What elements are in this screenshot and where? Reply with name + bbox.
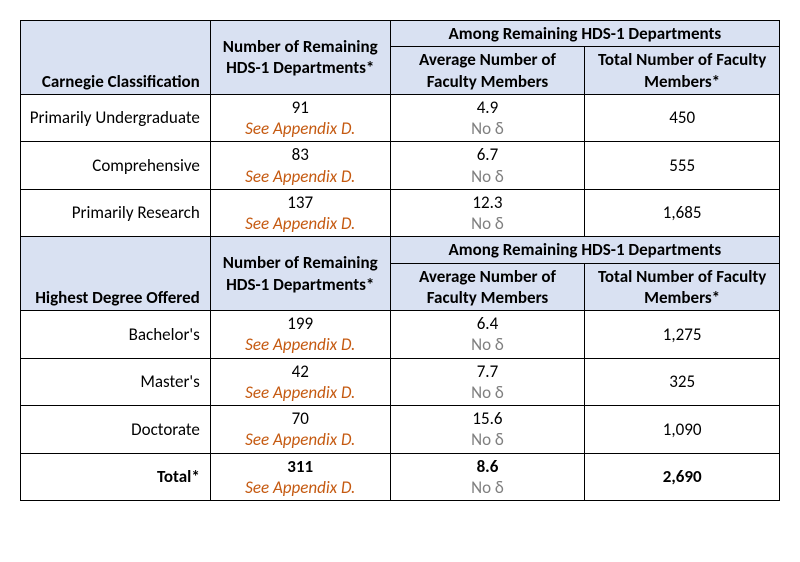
- section1-span: Among Remaining HDS-1 Departments: [390, 21, 779, 47]
- section2-title: Highest Degree Offered: [21, 237, 211, 311]
- row-label: Bachelor's: [21, 311, 211, 359]
- table-row: Primarily Research 137 See Appendix D. 1…: [21, 189, 780, 237]
- depts-value: 137: [287, 192, 313, 213]
- section2-col2: Number of Remaining HDS-1 Departments*: [210, 237, 390, 311]
- total-label: Total*: [21, 453, 211, 501]
- section1-col2: Number of Remaining HDS-1 Departments*: [210, 21, 390, 95]
- delta-note: No δ: [471, 382, 504, 403]
- avg-cell: 7.7 No δ: [390, 358, 585, 406]
- depts-cell: 199 See Appendix D.: [210, 311, 390, 359]
- delta-note: No δ: [471, 477, 504, 498]
- table-row: Primarily Undergraduate 91 See Appendix …: [21, 94, 780, 142]
- avg-cell: 6.4 No δ: [390, 311, 585, 359]
- depts-cell: 70 See Appendix D.: [210, 406, 390, 454]
- total-cell: 1,090: [585, 406, 780, 454]
- table-row: Master's 42 See Appendix D. 7.7 No δ 325: [21, 358, 780, 406]
- avg-value: 6.7: [477, 144, 499, 165]
- delta-note: No δ: [471, 429, 504, 450]
- table-row: Bachelor's 199 See Appendix D. 6.4 No δ …: [21, 311, 780, 359]
- total-row: Total* 311 See Appendix D. 8.6 No δ 2,69…: [21, 453, 780, 501]
- table-row: Doctorate 70 See Appendix D. 15.6 No δ 1…: [21, 406, 780, 454]
- section1-title: Carnegie Classification: [21, 21, 211, 95]
- section2-col3: Average Number of Faculty Members: [390, 263, 585, 311]
- row-label: Comprehensive: [21, 142, 211, 190]
- appendix-note: See Appendix D.: [245, 166, 355, 187]
- avg-cell: 6.7 No δ: [390, 142, 585, 190]
- depts-value: 91: [292, 97, 309, 118]
- avg-value: 4.9: [477, 97, 499, 118]
- depts-cell: 83 See Appendix D.: [210, 142, 390, 190]
- depts-cell: 137 See Appendix D.: [210, 189, 390, 237]
- depts-value: 42: [292, 361, 309, 382]
- appendix-note: See Appendix D.: [245, 118, 355, 139]
- delta-note: No δ: [471, 334, 504, 355]
- section1-col3: Average Number of Faculty Members: [390, 47, 585, 95]
- section1-col4: Total Number of Faculty Members*: [585, 47, 780, 95]
- depts-value: 83: [292, 144, 309, 165]
- depts-value: 311: [287, 456, 313, 477]
- depts-cell: 91 See Appendix D.: [210, 94, 390, 142]
- avg-value: 15.6: [472, 408, 502, 429]
- appendix-note: See Appendix D.: [245, 213, 355, 234]
- depts-value: 199: [287, 313, 313, 334]
- row-label: Primarily Research: [21, 189, 211, 237]
- delta-note: No δ: [471, 166, 504, 187]
- total-cell: 325: [585, 358, 780, 406]
- total-cell: 555: [585, 142, 780, 190]
- delta-note: No δ: [471, 213, 504, 234]
- row-label: Doctorate: [21, 406, 211, 454]
- avg-cell: 4.9 No δ: [390, 94, 585, 142]
- data-table: Carnegie Classification Number of Remain…: [20, 20, 780, 501]
- avg-cell: 15.6 No δ: [390, 406, 585, 454]
- delta-note: No δ: [471, 118, 504, 139]
- total-cell: 1,685: [585, 189, 780, 237]
- avg-value: 8.6: [477, 456, 499, 477]
- table-row: Comprehensive 83 See Appendix D. 6.7 No …: [21, 142, 780, 190]
- appendix-note: See Appendix D.: [245, 334, 355, 355]
- depts-cell: 42 See Appendix D.: [210, 358, 390, 406]
- avg-value: 12.3: [472, 192, 502, 213]
- avg-cell: 12.3 No δ: [390, 189, 585, 237]
- section2-col4: Total Number of Faculty Members*: [585, 263, 780, 311]
- total-cell: 2,690: [585, 453, 780, 501]
- appendix-note: See Appendix D.: [245, 477, 355, 498]
- row-label: Master's: [21, 358, 211, 406]
- avg-value: 6.4: [477, 313, 499, 334]
- row-label: Primarily Undergraduate: [21, 94, 211, 142]
- avg-cell: 8.6 No δ: [390, 453, 585, 501]
- depts-value: 70: [292, 408, 309, 429]
- total-cell: 450: [585, 94, 780, 142]
- avg-value: 7.7: [477, 361, 499, 382]
- depts-cell: 311 See Appendix D.: [210, 453, 390, 501]
- appendix-note: See Appendix D.: [245, 429, 355, 450]
- total-cell: 1,275: [585, 311, 780, 359]
- appendix-note: See Appendix D.: [245, 382, 355, 403]
- section2-span: Among Remaining HDS-1 Departments: [390, 237, 779, 263]
